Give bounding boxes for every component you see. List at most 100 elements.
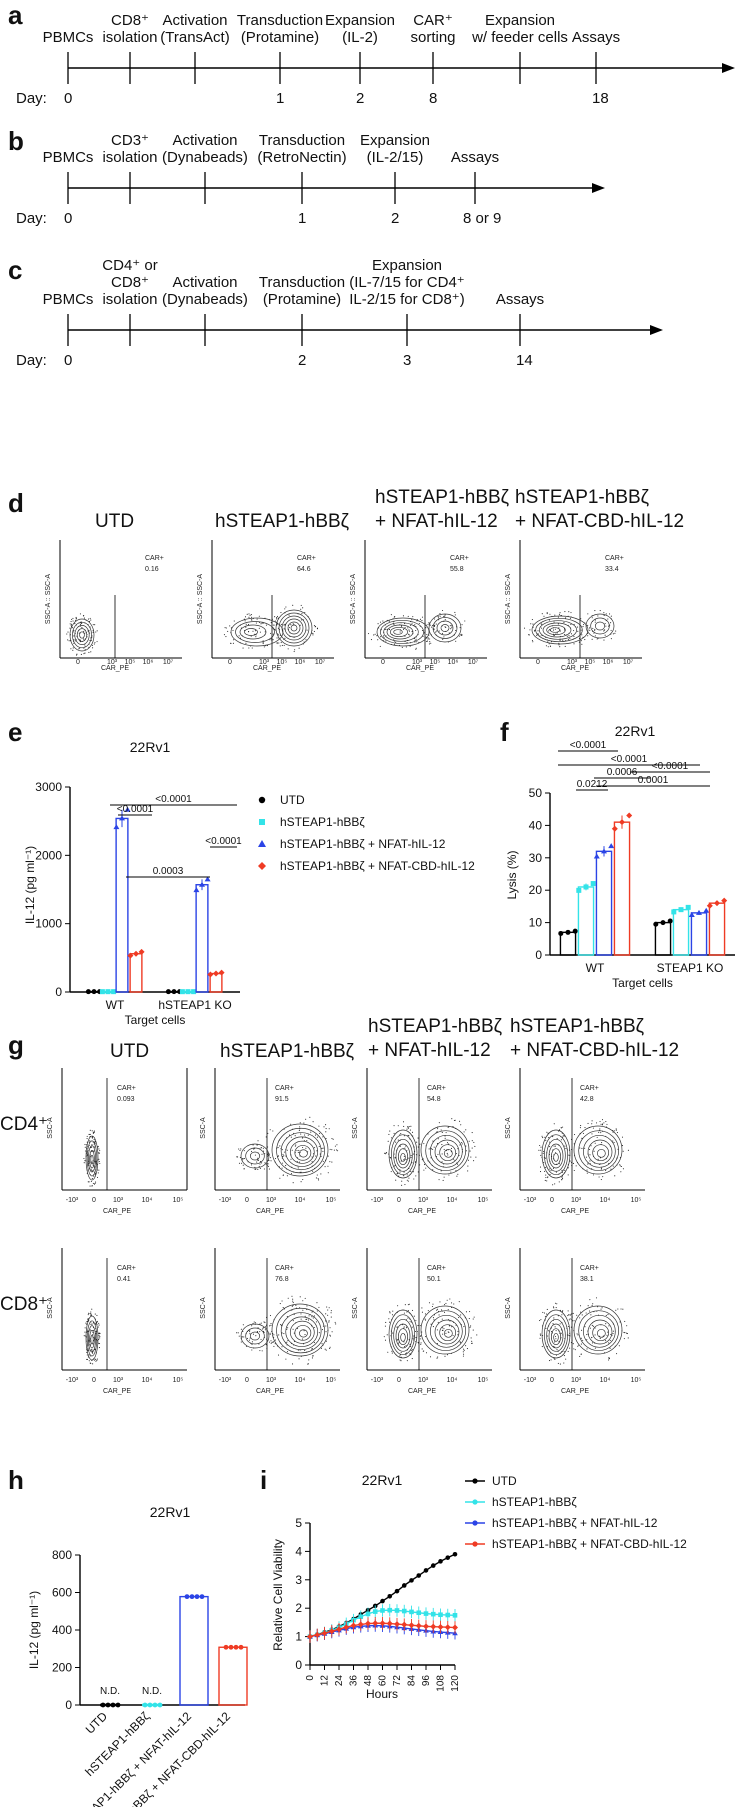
event-dot [555,1330,557,1332]
event-dot [593,632,595,634]
event-dot [263,1336,265,1338]
event-dot [591,1304,593,1306]
event-dot [609,1339,611,1342]
event-dot [283,624,285,626]
event-dot [554,628,556,630]
event-dot [424,1318,426,1320]
event-dot [243,1150,245,1152]
event-dot [459,1341,461,1343]
event-dot [573,635,575,638]
x-tick-label: 0 [92,1197,96,1204]
event-dot [580,1353,582,1355]
event-dot [239,1157,241,1159]
data-point [423,1623,429,1630]
data-point [409,1609,414,1615]
event-dot [600,1132,602,1134]
event-dot [540,1319,542,1321]
event-dot [403,1171,405,1173]
data-point [696,909,702,915]
event-dot [554,614,556,616]
event-dot [90,1311,92,1313]
data-point [193,887,200,893]
bar [179,1595,209,1706]
event-dot [421,616,424,618]
event-dot [595,1122,598,1124]
event-dot [430,1148,433,1150]
data-point [85,989,91,995]
bar [559,931,577,956]
event-dot [594,1347,596,1349]
timeline-svg [67,172,605,204]
density-contour [289,1140,315,1164]
event-dot [624,1320,626,1322]
event-dot [91,1184,93,1187]
event-dot [554,1341,556,1343]
event-dot [584,622,586,624]
data-point [415,1622,422,1629]
event-dot [324,1166,326,1168]
event-dot [93,1139,95,1141]
event-dot [71,618,73,620]
event-dot [306,1139,308,1142]
event-dot [414,1330,417,1333]
data-point [452,1613,458,1618]
event-dot [238,1148,240,1150]
x-tick-label: 60 [378,1675,389,1687]
event-dot [292,1298,294,1300]
event-dot [334,1145,336,1147]
event-dot [97,1145,99,1148]
event-dot [89,617,91,619]
y-tick-label: 3 [295,1573,302,1587]
event-dot [278,642,280,644]
step-label: Transduction (Protamine) [236,12,324,46]
event-dot [384,628,386,631]
density-contour [240,1143,270,1169]
event-dot [413,1336,415,1338]
event-dot [329,1327,331,1329]
event-dot [404,1183,406,1186]
gate-percent: 0.16 [145,566,159,573]
event-dot [416,641,418,643]
event-dot [271,639,273,641]
data-point [423,1568,429,1573]
event-dot [90,1313,92,1315]
event-dot [238,635,240,637]
event-dot [314,1134,317,1136]
event-dot [92,1132,94,1134]
event-dot [279,1303,281,1305]
density-contour [542,622,572,638]
x-tick-label: 10⁴ [142,1197,153,1204]
day-value: 18 [592,90,609,107]
density-contour [88,1325,96,1353]
x-tick-label: STEAP1 KO [657,961,724,975]
gate-label: CAR+ [117,1265,136,1272]
data-point [343,1624,350,1631]
event-dot [330,1316,332,1318]
event-dot [331,1149,333,1151]
y-tick-label: 20 [529,883,543,897]
p-value-label: <0.0001 [570,740,607,751]
event-dot [594,619,596,621]
event-dot [417,1342,420,1344]
event-dot [272,633,274,635]
event-dot [469,1326,471,1328]
data-point [619,819,625,826]
event-dot [543,1150,545,1153]
density-contour [280,1132,322,1171]
x-tick-label: -10³ [66,1377,79,1384]
event-dot [541,613,543,615]
event-dot [626,1325,628,1327]
event-dot [312,1317,314,1319]
y-tick-label: 0 [535,948,542,962]
not-detected-label: N.D. [100,1686,120,1697]
event-dot [426,633,428,636]
event-dot [261,1153,263,1155]
day-label: Day: [16,352,47,369]
event-dot [269,1332,271,1334]
x-axis-label: CAR_PE [256,1208,284,1215]
event-dot [72,617,74,619]
